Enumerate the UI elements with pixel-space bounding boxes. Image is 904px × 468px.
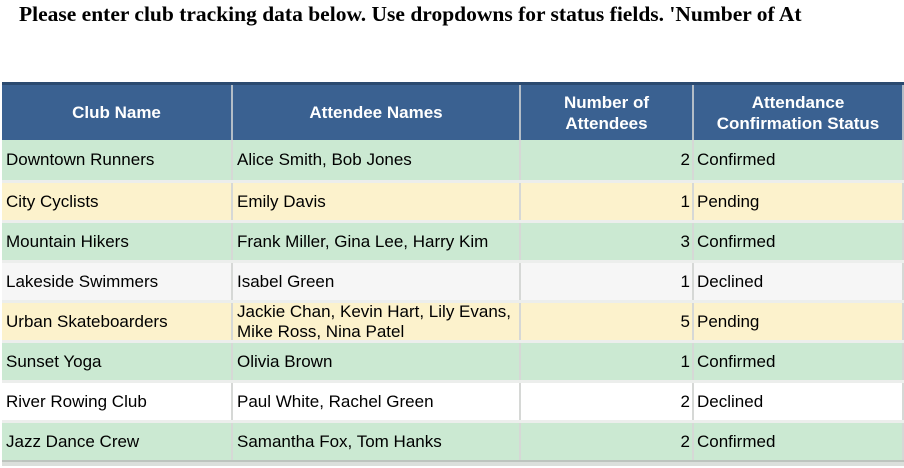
cell-club-name[interactable]: Downtown Runners xyxy=(2,140,233,180)
cell-text: Pending xyxy=(697,191,760,211)
cell-text: Jazz Dance Crew xyxy=(6,431,140,451)
cell-text: Confirmed xyxy=(697,231,776,251)
cell-status-dropdown[interactable]: Confirmed xyxy=(694,343,904,380)
cell-attendee-count[interactable]: 2 xyxy=(521,383,694,420)
cell-text: 1 xyxy=(680,351,690,371)
cell-attendee-names[interactable]: Isabel Green xyxy=(233,263,521,300)
cell-status-dropdown[interactable]: Declined xyxy=(694,383,904,420)
cell-attendee-names[interactable]: Paul White, Rachel Green xyxy=(233,383,521,420)
cell-text: Declined xyxy=(697,271,764,291)
table-row: Lakeside Swimmers Isabel Green 1 Decline… xyxy=(2,260,904,300)
cell-attendee-count[interactable]: 2 xyxy=(521,140,694,180)
cell-text: 5 xyxy=(680,311,690,331)
cell-club-name[interactable]: Jazz Dance Crew xyxy=(2,423,233,460)
cell-text: Urban Skateboarders xyxy=(6,311,168,331)
cell-text: 2 xyxy=(680,431,690,451)
table-row: Sunset Yoga Olivia Brown 1 Confirmed xyxy=(2,340,904,380)
header-club-name: Club Name xyxy=(2,85,233,140)
cell-status-dropdown[interactable]: Confirmed xyxy=(694,140,904,180)
table-bottom-border xyxy=(2,460,904,462)
cell-status-dropdown[interactable]: Pending xyxy=(694,183,904,220)
header-attendance-confirmation-status: Attendance Confirmation Status xyxy=(694,85,904,140)
cell-text: Olivia Brown xyxy=(237,351,333,371)
cell-attendee-count[interactable]: 1 xyxy=(521,183,694,220)
cell-text: Samantha Fox, Tom Hanks xyxy=(237,431,442,451)
cell-attendee-names[interactable]: Olivia Brown xyxy=(233,343,521,380)
cell-text: Confirmed xyxy=(697,351,776,371)
cell-text: Isabel Green xyxy=(237,271,335,291)
table-row: Mountain Hikers Frank Miller, Gina Lee, … xyxy=(2,220,904,260)
cell-text: Downtown Runners xyxy=(6,150,155,169)
cell-status-dropdown[interactable]: Declined xyxy=(694,263,904,300)
cell-club-name[interactable]: Sunset Yoga xyxy=(2,343,233,380)
cell-club-name[interactable]: River Rowing Club xyxy=(2,383,233,420)
cell-status-dropdown[interactable]: Pending xyxy=(694,303,904,340)
cell-text: Paul White, Rachel Green xyxy=(237,391,434,411)
cell-text: Sunset Yoga xyxy=(6,351,102,371)
cell-status-dropdown[interactable]: Confirmed xyxy=(694,423,904,460)
cell-text: 1 xyxy=(680,271,690,291)
cell-text: Declined xyxy=(697,391,764,411)
table-body: Downtown Runners Alice Smith, Bob Jones … xyxy=(2,140,904,460)
cell-attendee-count[interactable]: 2 xyxy=(521,423,694,460)
cell-attendee-count[interactable]: 3 xyxy=(521,223,694,260)
cell-attendee-names[interactable]: Frank Miller, Gina Lee, Harry Kim xyxy=(233,223,521,260)
cell-attendee-count[interactable]: 1 xyxy=(521,343,694,380)
instruction-text: Please enter club tracking data below. U… xyxy=(19,2,802,26)
cell-text: 1 xyxy=(680,191,690,211)
cell-attendee-count[interactable]: 1 xyxy=(521,263,694,300)
cell-attendee-names[interactable]: Jackie Chan, Kevin Hart, Lily Evans, Mik… xyxy=(233,303,521,340)
cell-text: 2 xyxy=(680,150,690,169)
cell-text: Emily Davis xyxy=(237,191,326,211)
table-top-border xyxy=(2,82,904,85)
cell-text: 3 xyxy=(680,231,690,251)
header-number-of-attendees: Number of Attendees xyxy=(521,85,694,140)
cell-text: Jackie Chan, Kevin Hart, Lily Evans, Mik… xyxy=(237,303,512,340)
table-header-row: Club Name Attendee Names Number of Atten… xyxy=(2,85,904,140)
cell-text: River Rowing Club xyxy=(6,391,147,411)
cell-text: Confirmed xyxy=(697,431,776,451)
table-row: City Cyclists Emily Davis 1 Pending xyxy=(2,180,904,220)
cell-attendee-names[interactable]: Emily Davis xyxy=(233,183,521,220)
table-row: Downtown Runners Alice Smith, Bob Jones … xyxy=(2,140,904,180)
cell-club-name[interactable]: City Cyclists xyxy=(2,183,233,220)
cell-club-name[interactable]: Mountain Hikers xyxy=(2,223,233,260)
cell-text: Frank Miller, Gina Lee, Harry Kim xyxy=(237,231,489,251)
cell-text: Lakeside Swimmers xyxy=(6,271,159,291)
cell-club-name[interactable]: Urban Skateboarders xyxy=(2,303,233,340)
header-attendee-names: Attendee Names xyxy=(233,85,521,140)
cell-text: 2 xyxy=(680,391,690,411)
table-row: Jazz Dance Crew Samantha Fox, Tom Hanks … xyxy=(2,420,904,460)
table-bottom-shadow xyxy=(2,462,904,466)
cell-club-name[interactable]: Lakeside Swimmers xyxy=(2,263,233,300)
cell-attendee-names[interactable]: Samantha Fox, Tom Hanks xyxy=(233,423,521,460)
cell-text: Pending xyxy=(697,311,760,331)
cell-text: City Cyclists xyxy=(6,191,99,211)
table-row: Urban Skateboarders Jackie Chan, Kevin H… xyxy=(2,300,904,340)
cell-attendee-names[interactable]: Alice Smith, Bob Jones xyxy=(233,140,521,180)
table-row: River Rowing Club Paul White, Rachel Gre… xyxy=(2,380,904,420)
cell-text: Confirmed xyxy=(697,150,776,169)
cell-text: Mountain Hikers xyxy=(6,231,129,251)
cell-text: Alice Smith, Bob Jones xyxy=(237,150,412,169)
cell-attendee-count[interactable]: 5 xyxy=(521,303,694,340)
cell-status-dropdown[interactable]: Confirmed xyxy=(694,223,904,260)
club-tracking-table: Club Name Attendee Names Number of Atten… xyxy=(2,82,904,466)
